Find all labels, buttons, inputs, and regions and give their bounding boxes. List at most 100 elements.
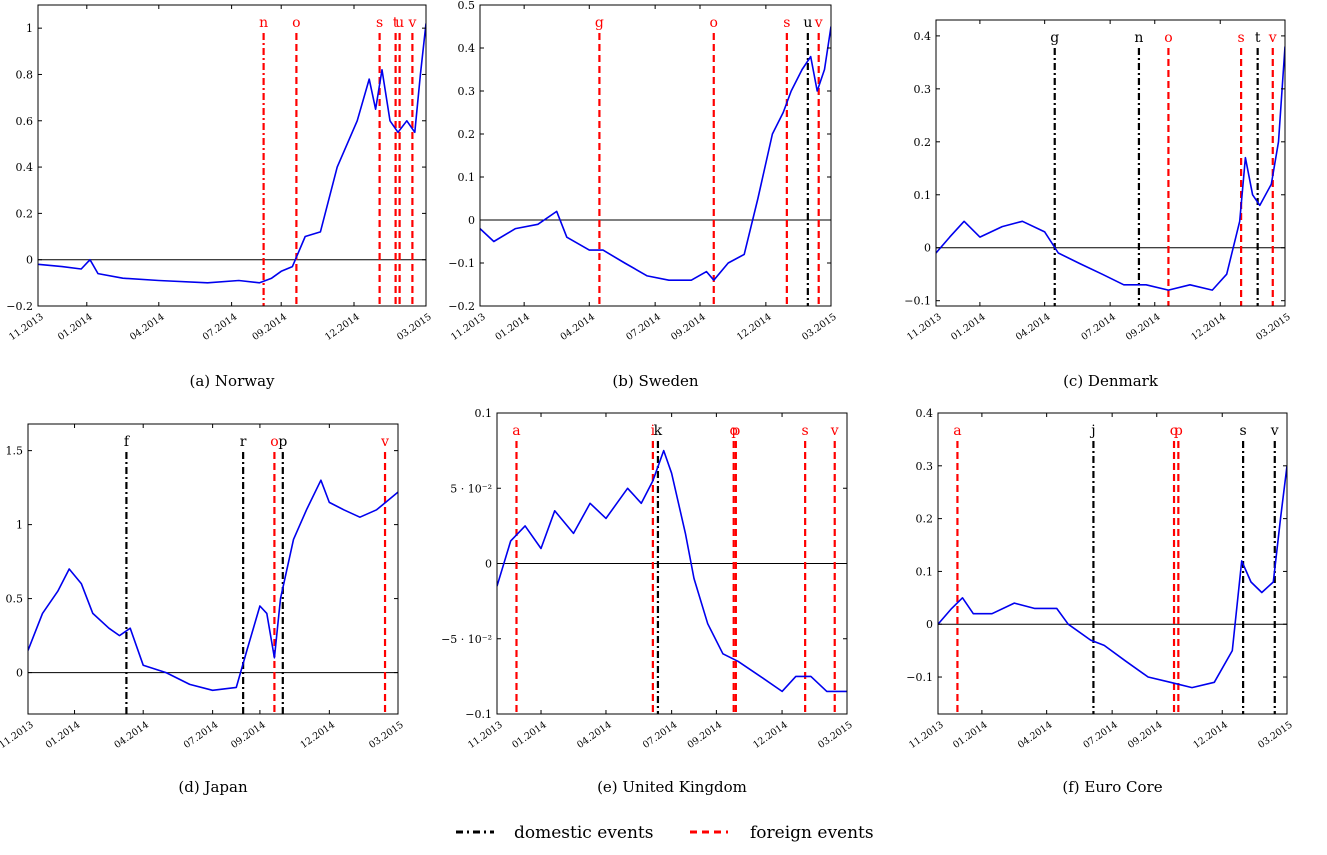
y-tick-label: 0.8 xyxy=(16,68,34,81)
event-label: s xyxy=(1238,30,1245,46)
panel-caption: (f) Euro Core xyxy=(1062,778,1162,796)
legend: domestic events foreign events xyxy=(456,823,874,843)
x-tick-label: 01.2014 xyxy=(951,719,989,751)
plot-frame xyxy=(37,4,427,307)
panel-caption: (d) Japan xyxy=(178,778,248,796)
y-tick-label: 0.1 xyxy=(916,565,934,578)
x-tick-label: 09.2014 xyxy=(1126,719,1164,751)
y-tick-label: 0 xyxy=(926,618,933,631)
event-label: g xyxy=(1050,30,1059,46)
series-line xyxy=(28,479,398,692)
chart-panel: g o s u v −0.2 −0.1 0 0.1 0.2 0.3 0.4 0.5 11.2013 01.2… xyxy=(448,0,838,390)
x-tick-label: 12.2014 xyxy=(1191,719,1229,751)
event-label: s xyxy=(802,423,809,439)
y-tick-label: 0.5 xyxy=(6,593,24,606)
x-tick-label: 07.2014 xyxy=(641,719,679,751)
x-tick-label: 01.2014 xyxy=(493,311,531,343)
y-tick-label: 0 xyxy=(924,242,931,255)
event-label: o xyxy=(729,423,737,439)
series-line xyxy=(936,46,1285,291)
y-tick-label: 0.5 xyxy=(458,0,476,12)
y-tick-label: −0.1 xyxy=(465,708,492,721)
y-tick-label: 0.2 xyxy=(916,513,934,526)
x-tick-label: 09.2014 xyxy=(669,311,707,343)
event-label: v xyxy=(830,423,839,439)
series-line xyxy=(38,23,426,284)
y-tick-label: 0.4 xyxy=(914,30,932,43)
y-tick-label: 1 xyxy=(16,519,23,532)
event-label: s xyxy=(376,15,383,31)
series-line xyxy=(938,465,1287,689)
event-label: u xyxy=(395,15,404,31)
x-tick-label: 01.2014 xyxy=(510,719,548,751)
event-label: a xyxy=(953,423,961,439)
event-label: p xyxy=(278,434,287,450)
event-label: j xyxy=(1089,423,1095,439)
x-tick-label: 12.2014 xyxy=(751,719,789,751)
panel-caption: (b) Sweden xyxy=(612,372,699,390)
y-tick-label: 0.1 xyxy=(914,189,932,202)
event-label: g xyxy=(595,15,604,31)
x-tick-label: 07.2014 xyxy=(1079,311,1117,343)
panel-caption: (a) Norway xyxy=(190,372,276,390)
x-tick-label: 12.2014 xyxy=(299,719,337,751)
y-tick-label: 0.1 xyxy=(475,407,493,420)
x-tick-label: 07.2014 xyxy=(1081,719,1119,751)
event-label: r xyxy=(240,434,247,450)
x-tick-label: 11.2013 xyxy=(449,311,487,343)
x-tick-label: 04.2014 xyxy=(1014,311,1052,343)
y-tick-label: 0.2 xyxy=(16,207,34,220)
event-label: i xyxy=(651,423,656,439)
x-tick-label: 01.2014 xyxy=(949,311,987,343)
y-tick-label: 0.4 xyxy=(458,42,476,55)
event-label: t xyxy=(1255,30,1261,46)
x-tick-label: 09.2014 xyxy=(686,719,724,751)
plot-frame xyxy=(479,4,832,307)
y-tick-label: 0 xyxy=(16,667,23,680)
y-tick-label: 0 xyxy=(468,214,475,227)
plot-frame xyxy=(27,423,399,715)
x-tick-label: 11.2013 xyxy=(905,311,943,343)
x-tick-label: 01.2014 xyxy=(56,311,94,343)
y-tick-label: 0.4 xyxy=(916,407,934,420)
event-label: s xyxy=(1240,423,1247,439)
y-tick-label: −5 · 10⁻² xyxy=(441,633,492,646)
event-label: p xyxy=(731,423,740,439)
x-tick-label: 09.2014 xyxy=(250,311,288,343)
event-label: t xyxy=(393,15,399,31)
x-tick-label: 04.2014 xyxy=(1016,719,1054,751)
x-tick-label: 12.2014 xyxy=(735,311,773,343)
x-tick-label: 09.2014 xyxy=(229,719,267,751)
y-tick-label: 1.5 xyxy=(6,445,24,458)
event-label: v xyxy=(407,15,416,31)
event-label: o xyxy=(292,15,300,31)
event-label: v xyxy=(1270,423,1279,439)
chart-panel: n o s tu v −0.2 0 0.2 0.4 0.6 0.8 1 11.2013 01.2014 04… xyxy=(6,4,434,390)
y-tick-label: 0.3 xyxy=(914,83,932,96)
event-label: o xyxy=(270,434,278,450)
chart-panel: f r o p v 0 0.5 1 1.5 11.2013 01.2014 04.2014 07.201… xyxy=(0,423,406,796)
event-label: o xyxy=(710,15,718,31)
x-tick-label: 03.2015 xyxy=(1254,311,1292,343)
event-label: p xyxy=(1174,423,1183,439)
y-tick-label: 0.3 xyxy=(916,460,934,473)
event-label: f xyxy=(124,434,131,450)
x-tick-label: 03.2015 xyxy=(395,311,433,343)
x-tick-label: 11.2013 xyxy=(7,311,45,343)
x-tick-label: 11.2013 xyxy=(466,719,504,751)
y-tick-label: 0.4 xyxy=(16,161,34,174)
y-tick-label: −0.1 xyxy=(448,257,475,270)
y-tick-label: 1 xyxy=(26,22,33,35)
event-label: v xyxy=(814,15,823,31)
x-tick-label: 04.2014 xyxy=(112,719,150,751)
y-tick-label: −0.2 xyxy=(6,300,33,313)
event-label: o xyxy=(1164,30,1172,46)
x-tick-label: 03.2015 xyxy=(367,719,405,751)
event-label: v xyxy=(380,434,389,450)
event-label: a xyxy=(512,423,520,439)
x-tick-label: 04.2014 xyxy=(559,311,597,343)
chart-panel: g n o s t v −0.1 0 0.1 0.2 0.3 0.4 11.2013 01.2014 04.… xyxy=(904,19,1293,390)
y-tick-label: 0.2 xyxy=(914,136,932,149)
x-tick-label: 03.2015 xyxy=(1256,719,1294,751)
event-label: k xyxy=(654,423,663,439)
